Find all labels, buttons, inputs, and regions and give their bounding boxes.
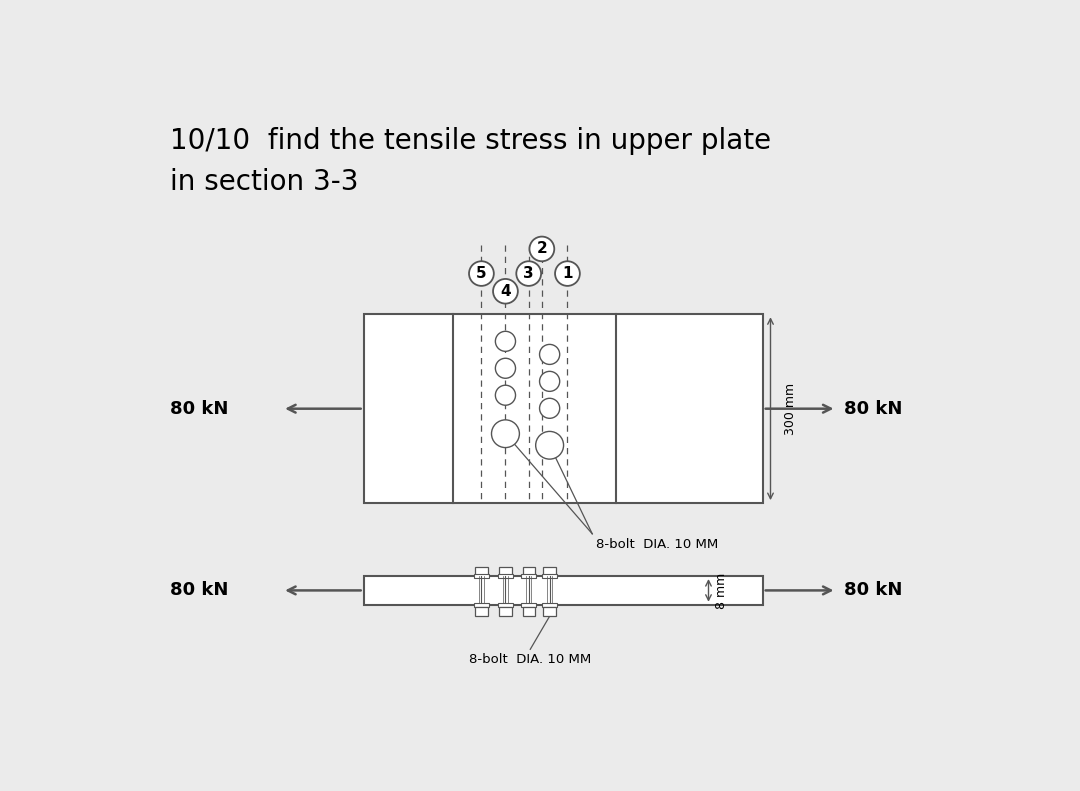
Bar — [498, 573, 513, 577]
Text: 1: 1 — [563, 266, 572, 281]
Text: 80 kN: 80 kN — [845, 581, 903, 600]
Bar — [499, 607, 512, 616]
Circle shape — [494, 279, 517, 304]
Bar — [542, 573, 557, 577]
Text: in section 3-3: in section 3-3 — [170, 168, 359, 196]
Circle shape — [536, 431, 564, 459]
Bar — [364, 314, 762, 503]
Bar — [523, 567, 535, 576]
Circle shape — [491, 420, 519, 448]
Circle shape — [540, 344, 559, 365]
Text: 300 mm: 300 mm — [784, 383, 797, 435]
Circle shape — [540, 371, 559, 392]
Text: 2: 2 — [537, 241, 548, 256]
Text: 80 kN: 80 kN — [170, 399, 228, 418]
Circle shape — [555, 261, 580, 286]
Circle shape — [540, 399, 559, 418]
Text: 8 mm: 8 mm — [715, 573, 728, 608]
Text: 80 kN: 80 kN — [845, 399, 903, 418]
Text: 5: 5 — [476, 266, 487, 281]
Bar — [523, 607, 535, 616]
Bar — [475, 567, 488, 576]
Text: 8-bolt  DIA. 10 MM: 8-bolt DIA. 10 MM — [596, 538, 718, 551]
Bar — [543, 607, 556, 616]
Text: 80 kN: 80 kN — [170, 581, 228, 600]
Circle shape — [516, 261, 541, 286]
Circle shape — [469, 261, 494, 286]
Bar — [521, 573, 537, 577]
Circle shape — [529, 237, 554, 261]
Bar — [474, 573, 489, 577]
Circle shape — [496, 331, 515, 351]
Bar — [542, 603, 557, 607]
Text: 3: 3 — [524, 266, 534, 281]
Text: 10/10  find the tensile stress in upper plate: 10/10 find the tensile stress in upper p… — [170, 127, 771, 155]
Bar — [498, 603, 513, 607]
Bar — [474, 603, 489, 607]
Bar — [521, 603, 537, 607]
Bar — [543, 567, 556, 576]
Bar — [364, 576, 762, 604]
Text: 4: 4 — [500, 284, 511, 299]
Circle shape — [496, 358, 515, 378]
Text: 8-bolt  DIA. 10 MM: 8-bolt DIA. 10 MM — [469, 653, 592, 666]
Circle shape — [496, 385, 515, 405]
Bar — [475, 607, 488, 616]
Bar — [499, 567, 512, 576]
